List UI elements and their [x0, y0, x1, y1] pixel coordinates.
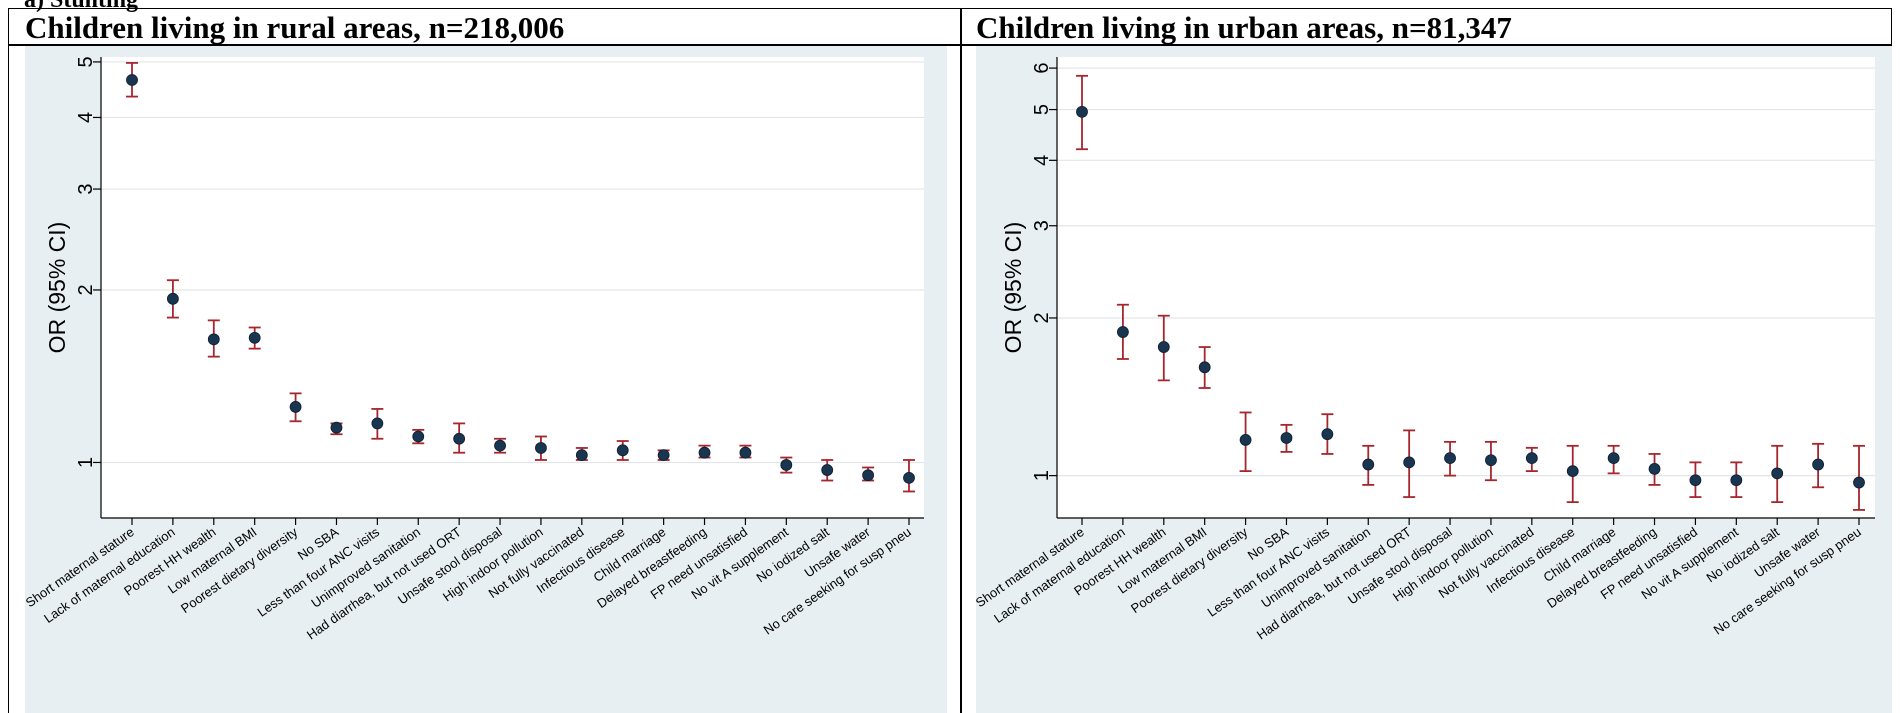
- or-point: [1730, 474, 1743, 487]
- y-axis-label: OR (95% CI): [1000, 222, 1026, 354]
- y-tick-label: 1: [75, 457, 97, 468]
- or-point: [862, 469, 875, 482]
- or-point: [821, 464, 834, 476]
- or-point: [575, 449, 588, 462]
- or-point: [1853, 476, 1865, 489]
- title-row-separator: [8, 44, 1892, 46]
- or-point: [739, 446, 752, 459]
- y-axis-label: OR (95% CI): [44, 222, 70, 354]
- or-point: [371, 417, 384, 430]
- plot-area: [1057, 57, 1875, 518]
- or-point: [1280, 432, 1293, 444]
- or-point: [330, 421, 343, 434]
- or-point: [1485, 454, 1497, 467]
- y-tick-label: 6: [1031, 63, 1053, 74]
- or-point: [1689, 474, 1702, 487]
- or-point: [1321, 428, 1334, 441]
- or-point: [1198, 361, 1211, 374]
- or-point: [126, 74, 138, 86]
- or-point: [1771, 467, 1784, 480]
- or-point: [698, 446, 711, 459]
- panel-title-urban: Children living in urban areas, n=81,347: [976, 10, 1512, 45]
- or-point: [1648, 462, 1661, 475]
- y-tick-label: 3: [1031, 220, 1053, 231]
- y-tick-label: 5: [1031, 104, 1053, 115]
- y-tick-label: 1: [1031, 470, 1053, 481]
- or-point: [1812, 458, 1825, 471]
- y-tick-label: 4: [1031, 155, 1053, 166]
- or-point: [248, 331, 261, 344]
- or-point: [1157, 341, 1170, 353]
- or-point: [1403, 456, 1416, 469]
- y-tick-label: 2: [75, 284, 97, 295]
- or-point: [166, 292, 179, 305]
- or-point: [1116, 326, 1129, 338]
- or-point: [1607, 452, 1620, 465]
- or-point: [1362, 458, 1375, 471]
- y-tick-label: 4: [75, 112, 97, 123]
- or-point: [616, 444, 629, 457]
- or-point: [494, 439, 506, 452]
- or-point: [1076, 105, 1088, 118]
- or-point: [1525, 452, 1538, 465]
- y-tick-label: 5: [75, 56, 97, 67]
- or-point: [1444, 452, 1456, 465]
- y-tick-label: 3: [75, 183, 97, 194]
- panel-title-rural: Children living in rural areas, n=218,00…: [25, 10, 565, 45]
- or-point: [903, 471, 915, 484]
- figure-part-label: a) Stunting: [24, 0, 139, 13]
- panel-divider: [960, 8, 962, 713]
- or-point: [412, 430, 425, 443]
- or-point: [1239, 434, 1252, 446]
- y-tick-label: 2: [1031, 312, 1053, 323]
- or-point: [453, 432, 466, 445]
- or-point: [535, 442, 547, 454]
- plot-area: [101, 57, 924, 518]
- or-point: [780, 459, 793, 471]
- or-point: [207, 333, 220, 346]
- or-point: [1566, 465, 1579, 478]
- or-point: [657, 449, 670, 462]
- or-point: [289, 401, 302, 413]
